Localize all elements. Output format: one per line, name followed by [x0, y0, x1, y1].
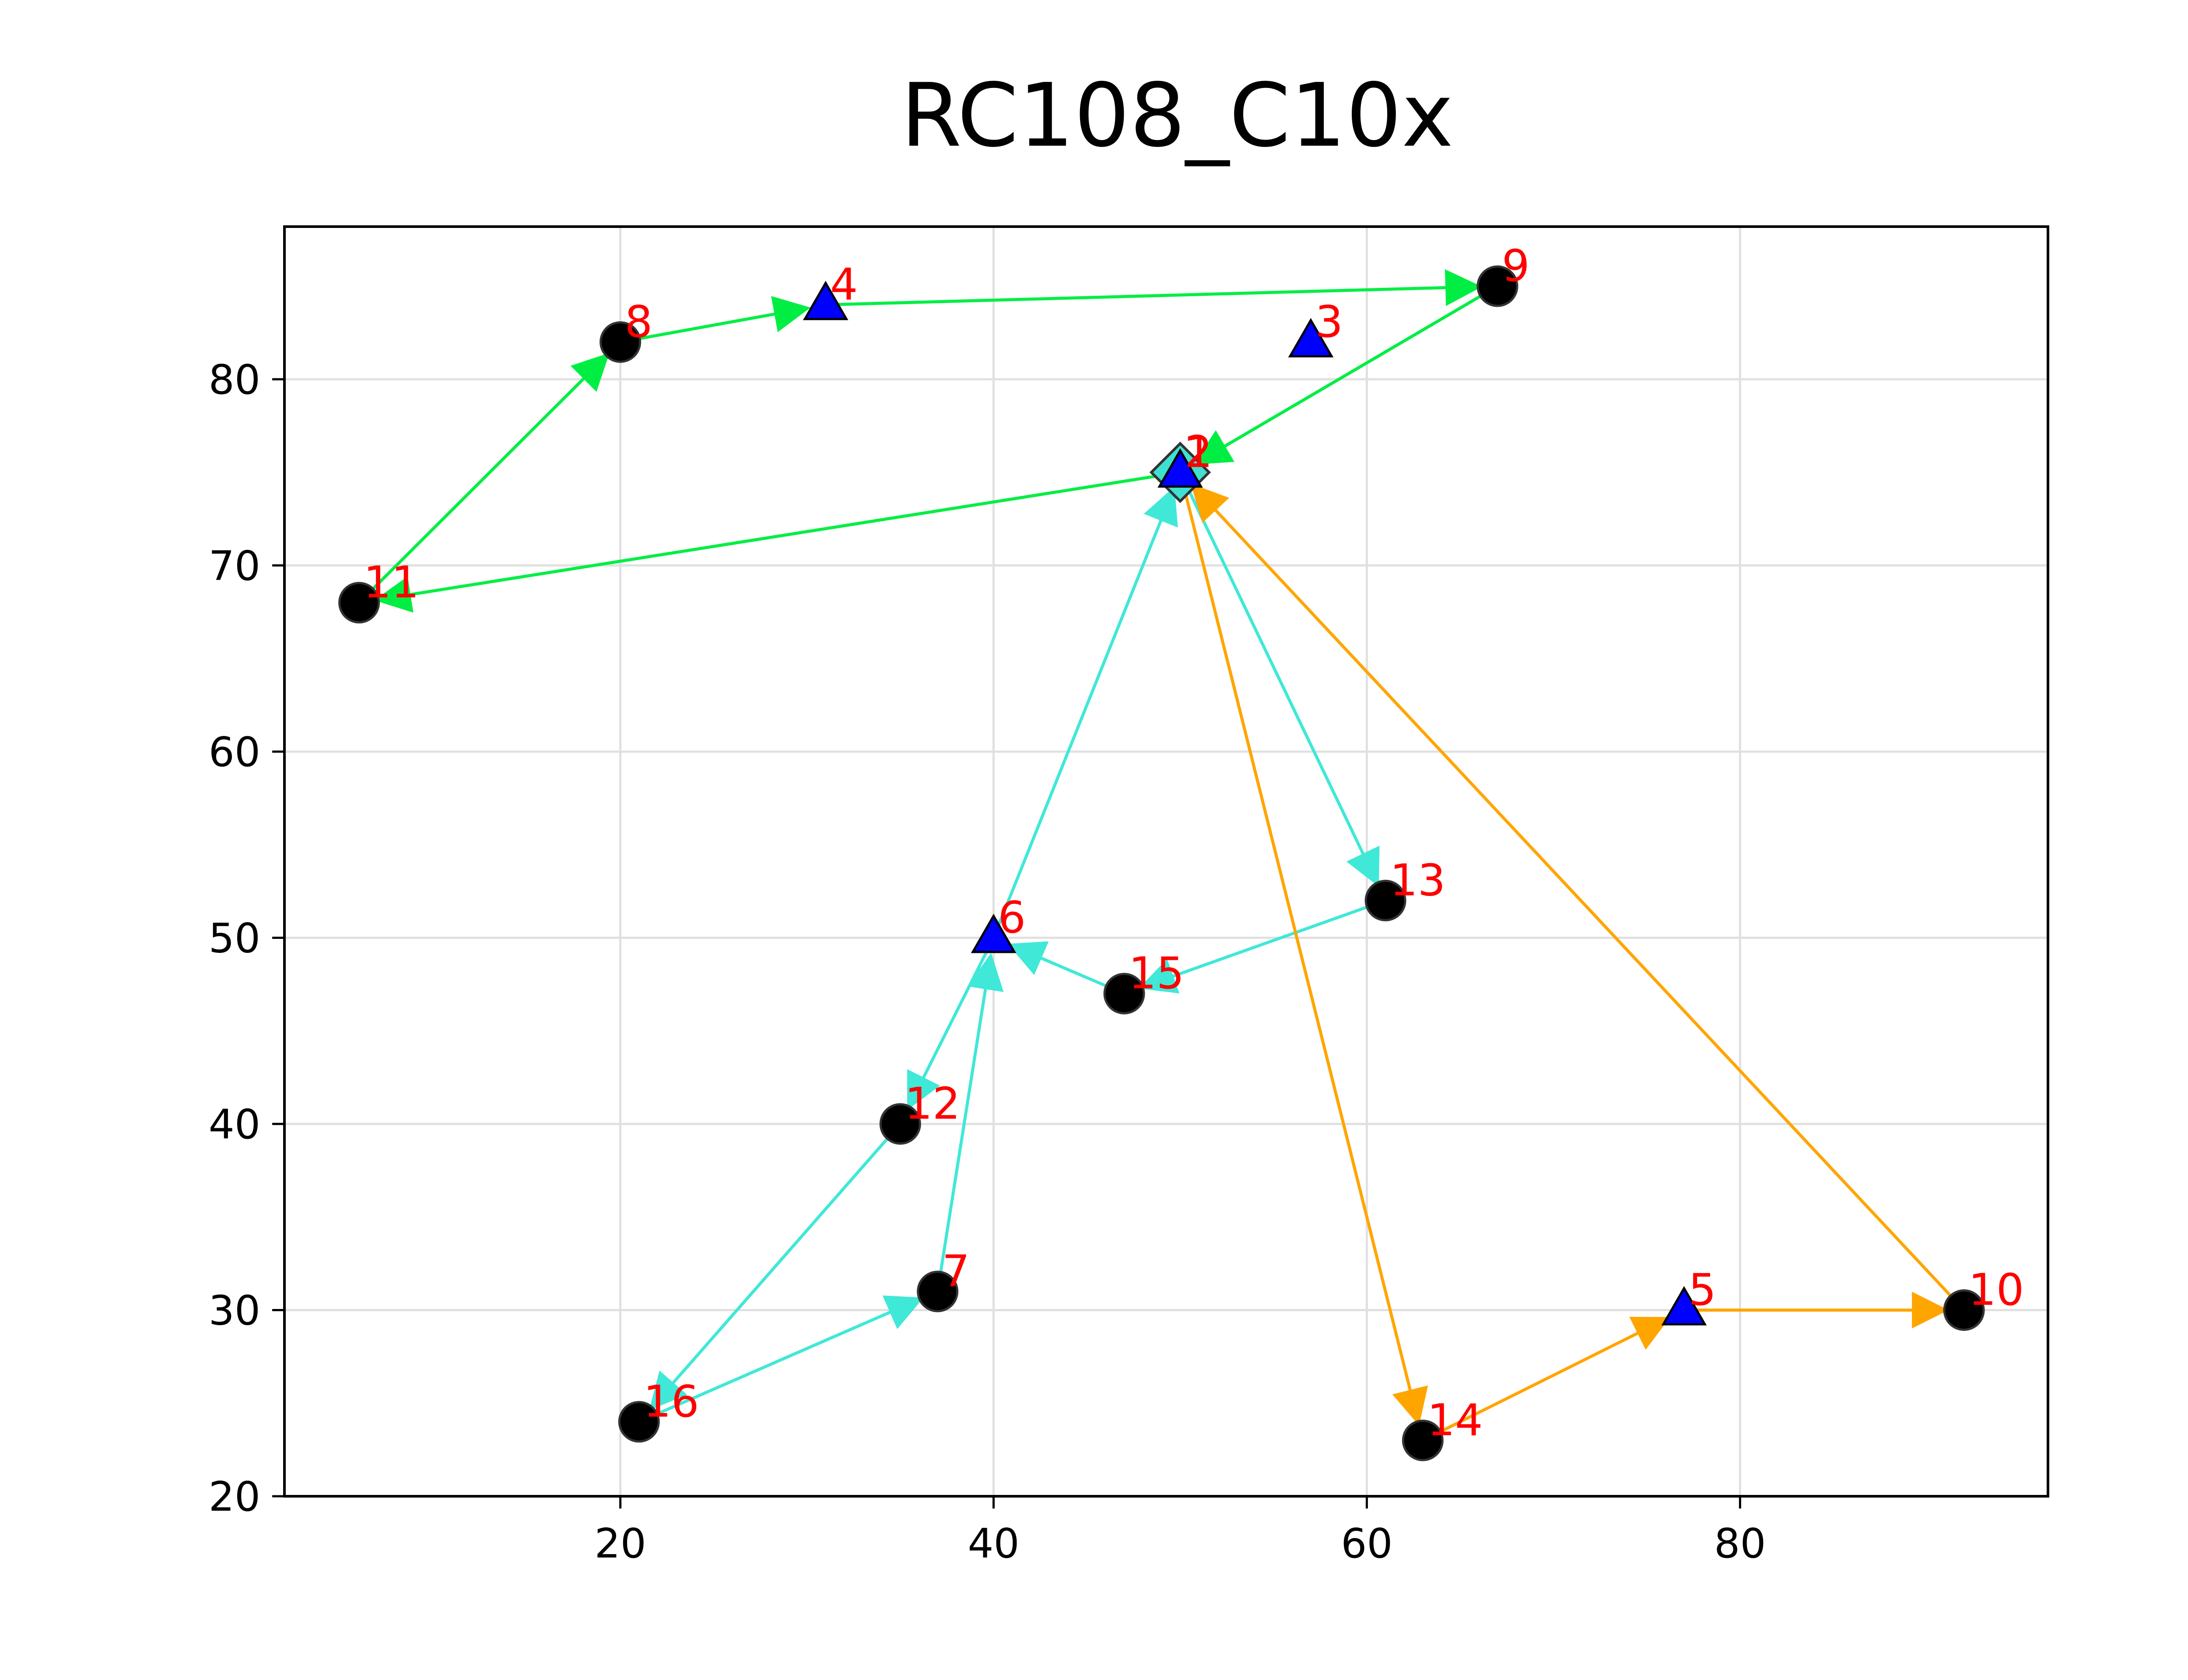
y-tick-label-80: 80	[209, 356, 260, 403]
axes: 20 40 60 80 20 30 40 50 60 70 80	[209, 225, 2049, 1567]
node-label-15: 15	[1129, 948, 1184, 999]
customer-marker-9	[1476, 265, 1518, 307]
customer-marker-15	[1103, 973, 1145, 1015]
station-marker-5	[1661, 1286, 1707, 1326]
node-label-16: 16	[643, 1376, 699, 1427]
y-tick-label-60: 60	[209, 728, 260, 776]
route-segment-6-1	[992, 486, 1178, 938]
x-tick-label-60: 60	[1341, 1520, 1392, 1567]
y-tick-label-70: 70	[209, 542, 260, 589]
route-segment-16-7	[638, 1295, 924, 1424]
y-tick-label-50: 50	[209, 914, 260, 962]
route-lines	[358, 269, 1965, 1442]
route-segment-14-5	[1422, 1317, 1671, 1442]
customer-marker-10	[1943, 1289, 1985, 1331]
y-tick-label-30: 30	[209, 1287, 260, 1334]
node-label-11: 11	[364, 557, 419, 608]
customer-marker-13	[1364, 879, 1406, 921]
route-segment-12-16	[649, 1123, 901, 1410]
node-label-12: 12	[905, 1078, 960, 1129]
x-tick-label-40: 40	[968, 1520, 1019, 1567]
y-tick-label-40: 40	[209, 1101, 260, 1148]
route-segment-10-1	[1190, 483, 1965, 1311]
node-label-13: 13	[1390, 854, 1445, 906]
node-label-10: 10	[1968, 1264, 2024, 1315]
station-marker-6	[971, 914, 1017, 953]
customer-marker-7	[917, 1270, 959, 1312]
x-tick-label-20: 20	[594, 1520, 646, 1567]
node-label-14: 14	[1427, 1394, 1483, 1446]
station-marker-3	[1288, 318, 1334, 357]
x-tick-label-80: 80	[1714, 1520, 1766, 1567]
route-segment-4-9	[825, 269, 1482, 307]
route-segment-1-14	[1178, 472, 1428, 1426]
node-label-4: 4	[830, 259, 858, 310]
station-marker-4	[803, 280, 849, 320]
node-label-8: 8	[625, 296, 653, 347]
node-label-7: 7	[942, 1246, 970, 1297]
chart-title: RC108_C10x	[901, 65, 1454, 167]
customer-marker-14	[1402, 1419, 1444, 1461]
node-label-2: 2	[1185, 427, 1213, 478]
node-label-3: 3	[1315, 296, 1343, 347]
customer-marker-12	[879, 1103, 921, 1145]
customer-marker-8	[600, 321, 642, 363]
route-segment-13-15	[1139, 899, 1386, 994]
node-label-5: 5	[1688, 1264, 1716, 1315]
route-segment-7-6	[936, 953, 1004, 1292]
customer-marker-16	[618, 1401, 660, 1443]
route-segment-9-1	[1193, 285, 1498, 465]
node-label-6: 6	[998, 892, 1026, 943]
station-marker-2	[1157, 448, 1203, 488]
node-markers	[338, 265, 1985, 1461]
route-segment-8-4	[620, 296, 811, 344]
y-tick-label-20: 20	[209, 1473, 260, 1520]
route-segment-11-8	[358, 353, 610, 604]
node-label-9: 9	[1502, 240, 1530, 291]
plot-frame	[283, 225, 2049, 1498]
customer-marker-11	[338, 582, 380, 624]
route-segment-1-11	[374, 471, 1181, 613]
route-segment-1-13	[1178, 472, 1380, 887]
node-label-1: 1	[1185, 427, 1213, 478]
